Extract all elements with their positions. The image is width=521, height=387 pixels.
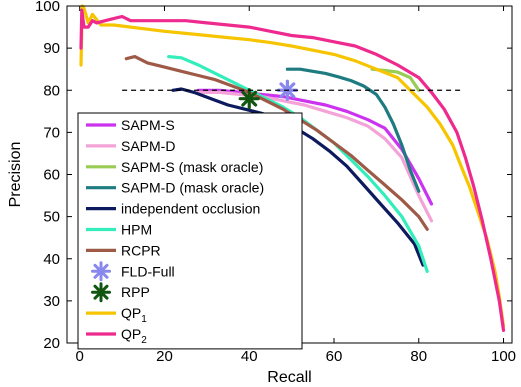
legend-swatch (91, 261, 111, 282)
y-tick-label: 90 (43, 40, 60, 57)
series-qp1 (79, 4, 506, 328)
y-axis-label: Precision (7, 142, 24, 208)
y-tick-label: 40 (43, 251, 60, 268)
y-tick-label: 30 (43, 293, 60, 310)
y-tick-label: 100 (35, 0, 60, 15)
x-axis-label: Recall (267, 369, 311, 386)
series-qp2 (79, 8, 506, 332)
legend-label: HPM (121, 222, 152, 238)
legend-label: SAPM-S (mask oracle) (121, 159, 263, 175)
axis-ticks: 0 20 40 60 80 100 20 30 40 50 60 70 80 90 100 (35, 0, 516, 365)
y-tick-label: 60 (43, 167, 60, 184)
legend-label: RPP (121, 284, 150, 300)
legend-label: FLD-Full (121, 263, 175, 279)
legend-item-fld-full: FLD-Full (91, 261, 175, 282)
legend-label: QP2 (121, 326, 147, 346)
y-tick-label: 20 (43, 335, 60, 352)
legend-item-sapm-d: SAPM-D (86, 138, 175, 154)
y-tick-label: 80 (43, 82, 60, 99)
legend-item-hpm: HPM (86, 222, 152, 238)
x-tick-label: 80 (410, 348, 427, 365)
x-tick-label: 0 (76, 348, 84, 365)
legend-item-qp2: QP2 (86, 326, 147, 346)
series-sapm-d-mask-oracle (285, 67, 421, 193)
y-tick-label: 70 (43, 124, 60, 141)
legend-label: RCPR (121, 242, 161, 258)
legend-swatch (91, 282, 111, 303)
legend-item-sapm-d-mask-oracle: SAPM-D (mask oracle) (86, 180, 264, 196)
legend-item-qp1: QP1 (86, 305, 147, 325)
legend-label: QP1 (121, 305, 147, 325)
y-tick-label: 50 (43, 209, 60, 226)
legend-label: SAPM-D (121, 138, 175, 154)
x-tick-label: 40 (241, 348, 258, 365)
series-rcpr (124, 54, 429, 231)
legend: SAPM-S SAPM-D SAPM-S (mask oracle) SAPM-D (… (77, 112, 303, 350)
legend-item-sapm-s-mask-oracle: SAPM-S (mask oracle) (86, 159, 263, 175)
legend-label: SAPM-S (121, 117, 175, 133)
legend-item-sapm-s: SAPM-S (86, 117, 175, 133)
marker-rpp (238, 88, 260, 110)
legend-item-rcpr: RCPR (86, 242, 161, 258)
x-tick-label: 100 (491, 348, 516, 365)
legend-item-independent-occlusion: independent occlusion (86, 201, 260, 217)
legend-label: SAPM-D (mask oracle) (121, 180, 264, 196)
legend-label: independent occlusion (121, 201, 260, 217)
x-tick-label: 60 (326, 348, 343, 365)
legend-item-rpp: RPP (91, 282, 150, 303)
series-sapm-d (196, 90, 434, 223)
x-tick-label: 20 (156, 348, 173, 365)
